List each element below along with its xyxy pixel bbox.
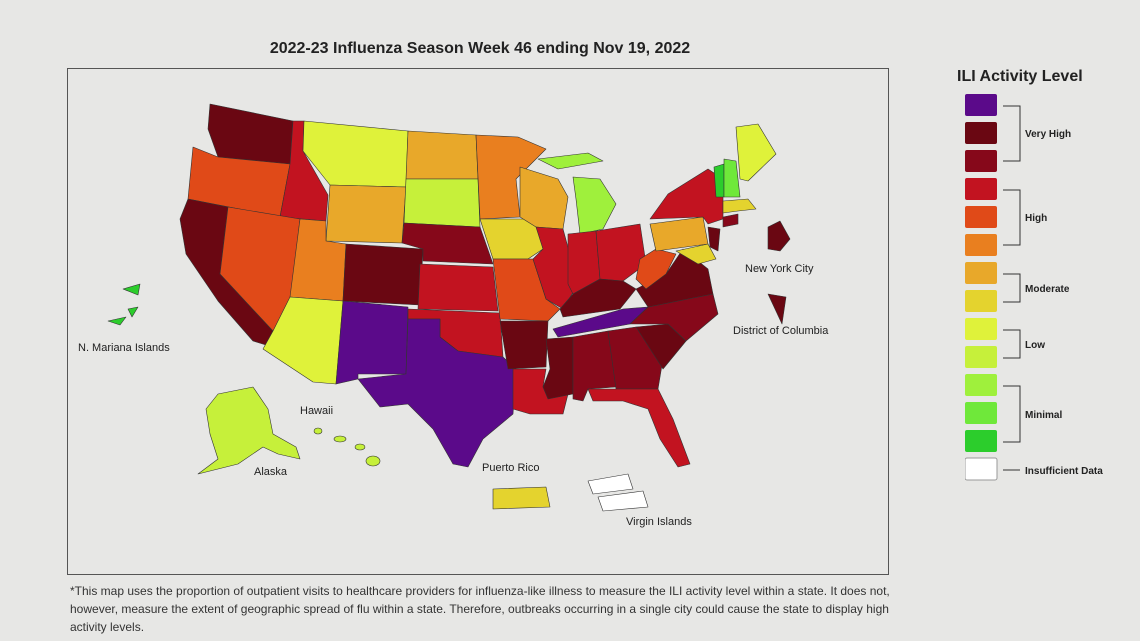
footnote: *This map uses the proportion of outpati… <box>70 584 890 634</box>
legend-title: ILI Activity Level <box>957 68 1083 85</box>
state-kentucky[interactable] <box>559 278 637 318</box>
legend-swatch-level-12 <box>965 122 997 144</box>
legend-swatch-level-8 <box>965 234 997 256</box>
state-illinois[interactable] <box>532 226 579 310</box>
legend-swatch-level-13 <box>965 94 997 116</box>
us-map: N. Mariana Islands Hawaii Alaska Puerto … <box>67 68 889 575</box>
label-nyc: New York City <box>745 263 814 275</box>
state-maryland[interactable] <box>675 243 717 265</box>
state-texas[interactable] <box>357 318 517 468</box>
state-connecticut[interactable] <box>722 213 739 228</box>
state-wyoming[interactable] <box>325 184 407 244</box>
legend-group-moderate: Moderate <box>1025 284 1070 295</box>
state-north-dakota[interactable] <box>405 130 479 180</box>
state-colorado[interactable] <box>342 243 424 306</box>
state-wisconsin[interactable] <box>519 166 569 230</box>
legend-insufficient-data: Insufficient Data <box>1025 466 1103 477</box>
state-south-dakota[interactable] <box>403 178 481 228</box>
legend-swatch-level-10 <box>965 178 997 200</box>
state-mississippi[interactable] <box>542 336 574 400</box>
state-new-mexico[interactable] <box>335 300 409 385</box>
state-virgin-islands[interactable] <box>587 473 649 512</box>
state-michigan[interactable] <box>537 152 617 235</box>
label-puerto-rico: Puerto Rico <box>482 462 539 474</box>
state-n-mariana-islands[interactable] <box>107 283 141 326</box>
legend-swatch-level-9 <box>965 206 997 228</box>
state-new-jersey[interactable] <box>707 226 721 252</box>
state-new-hampshire[interactable] <box>723 158 741 198</box>
legend-group-minimal: Minimal <box>1025 410 1062 421</box>
state-georgia[interactable] <box>607 326 664 390</box>
legend-swatch-level-6 <box>965 290 997 312</box>
state-new-york-city[interactable] <box>767 220 791 252</box>
label-virgin-islands: Virgin Islands <box>626 516 692 528</box>
legend-group-low: Low <box>1025 340 1045 351</box>
legend-swatch-level-1 <box>965 430 997 452</box>
legend-swatch-level-2 <box>965 402 997 424</box>
state-puerto-rico[interactable] <box>492 486 551 510</box>
legend-swatch-level-5 <box>965 318 997 340</box>
state-new-york[interactable] <box>649 168 724 225</box>
state-massachusetts[interactable] <box>722 198 757 214</box>
state-kansas[interactable] <box>417 263 499 312</box>
state-hawaii[interactable] <box>313 427 381 467</box>
label-alaska: Alaska <box>254 466 288 478</box>
state-maine[interactable] <box>735 123 777 182</box>
legend-swatch-level-4 <box>965 346 997 368</box>
label-mariana: N. Mariana Islands <box>78 342 170 354</box>
state-washington[interactable] <box>207 103 294 165</box>
state-alaska[interactable] <box>197 386 301 475</box>
legend-svg: Very High High Moderate Low Minimal Insu… <box>965 94 1103 481</box>
state-louisiana[interactable] <box>512 368 569 415</box>
state-vermont[interactable] <box>713 163 725 198</box>
state-florida[interactable] <box>587 388 691 468</box>
state-ohio[interactable] <box>595 223 647 282</box>
state-district-of-columbia[interactable] <box>767 293 787 325</box>
map-title: 2022-23 Influenza Season Week 46 ending … <box>269 40 691 57</box>
legend-group-very-high: Very High <box>1025 129 1071 140</box>
label-dc: District of Columbia <box>733 325 829 337</box>
legend-swatch-level-3 <box>965 374 997 396</box>
state-nebraska[interactable] <box>401 222 494 265</box>
state-montana[interactable] <box>302 120 409 188</box>
us-map-svg: N. Mariana Islands Hawaii Alaska Puerto … <box>78 103 829 528</box>
legend-group-high: High <box>1025 213 1047 224</box>
legend-swatch-level-11 <box>965 150 997 172</box>
legend: Very High High Moderate Low Minimal Insu… <box>965 94 1135 494</box>
label-hawaii: Hawaii <box>300 405 333 417</box>
state-arkansas[interactable] <box>499 320 549 370</box>
legend-swatch-level-7 <box>965 262 997 284</box>
legend-swatch-level-0 <box>965 457 998 481</box>
